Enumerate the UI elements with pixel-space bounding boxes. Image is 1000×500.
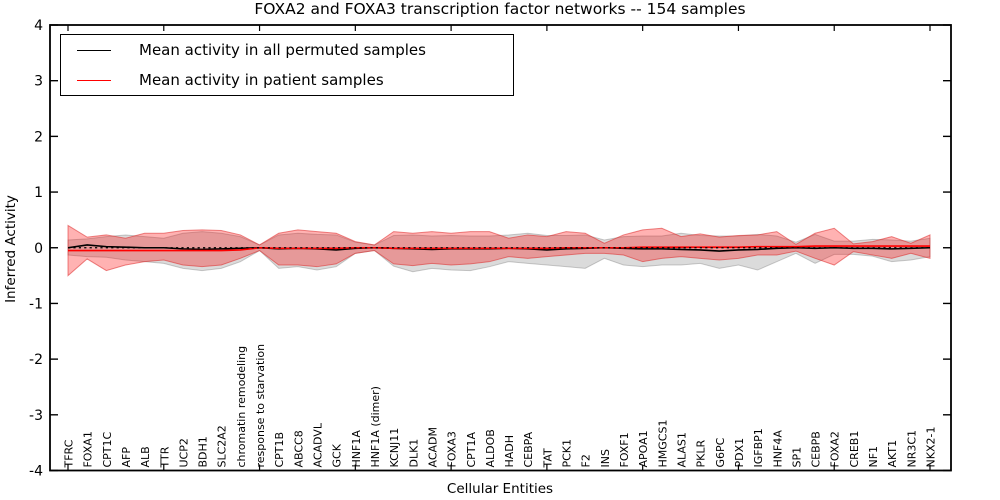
entity-label: PKLR xyxy=(695,440,708,468)
patient-mean-line xyxy=(68,245,930,252)
entity-label: SLC2A2 xyxy=(216,425,229,467)
entity-label: APOA1 xyxy=(637,430,650,467)
y-tick-label: 4 xyxy=(34,18,43,34)
entity-label: TTR xyxy=(158,446,171,468)
entity-label: HNF1A (dimer) xyxy=(369,386,382,467)
entity-label: response to starvation xyxy=(254,344,267,468)
x-axis-label: Cellular Entities xyxy=(446,481,554,497)
entity-label: FOXA1 xyxy=(82,431,95,467)
entity-label: AKT1 xyxy=(886,440,899,468)
entity-label: ACADM xyxy=(426,427,439,468)
y-tick-label: 3 xyxy=(34,74,43,90)
permuted-line-swatch xyxy=(77,49,111,51)
entity-label: CEBPA xyxy=(522,431,535,467)
legend-label: Mean activity in all permuted samples xyxy=(139,41,426,59)
legend-item-patient: Mean activity in patient samples xyxy=(61,66,513,94)
entity-label: PDX1 xyxy=(733,438,746,468)
patient-line-swatch xyxy=(77,79,111,81)
entity-label: HNF1A xyxy=(350,430,363,468)
entity-label: FOXA2 xyxy=(829,431,842,467)
entity-label: AFP xyxy=(120,447,133,468)
entity-label: G6PC xyxy=(714,437,727,467)
entity-label: ACADVL xyxy=(312,422,325,467)
y-tick-label: -3 xyxy=(29,408,43,424)
plot-area-frame xyxy=(49,24,952,472)
entity-label: CEBPB xyxy=(810,431,823,467)
entity-label: HADH xyxy=(503,435,516,468)
entity-label: HNF4A xyxy=(771,430,784,468)
legend-box: Mean activity in all permuted samples Me… xyxy=(60,34,514,96)
patient-samples-std-band xyxy=(67,224,931,277)
entity-label: ALDOB xyxy=(484,429,497,467)
y-tick-label: -4 xyxy=(29,464,43,480)
entity-label: chromatin remodeling xyxy=(235,346,248,468)
entity-label: TFRC xyxy=(63,439,76,468)
entity-label: PCK1 xyxy=(561,439,574,468)
entity-label: CREB1 xyxy=(848,431,861,468)
entity-label: ABCC8 xyxy=(292,430,305,467)
entity-label: SP1 xyxy=(790,447,803,468)
entity-label: NKX2-1 xyxy=(925,427,938,468)
entity-label: IGFBP1 xyxy=(752,428,765,467)
entity-label: TAT xyxy=(541,448,554,469)
entity-label: HMGCS1 xyxy=(656,420,669,468)
entity-label: INS xyxy=(599,449,612,467)
entity-label: UCP2 xyxy=(177,438,190,467)
entity-label: NF1 xyxy=(867,446,880,468)
entity-label: NR3C1 xyxy=(905,430,918,468)
entity-label: BDH1 xyxy=(197,436,210,467)
chart-title: FOXA2 and FOXA3 transcription factor net… xyxy=(254,0,746,18)
y-tick-label: 1 xyxy=(34,185,43,201)
entity-label: CPT1B xyxy=(273,432,286,468)
entity-label: CPT1A xyxy=(465,431,478,467)
entity-label: FOXA3 xyxy=(446,431,459,467)
entity-label: CPT1C xyxy=(101,431,114,467)
y-tick-label: 0 xyxy=(34,241,43,257)
y-axis-label: Inferred Activity xyxy=(3,195,19,303)
y-tick-label: 2 xyxy=(34,129,43,145)
entity-label: GCK xyxy=(331,443,344,467)
y-tick-label: -1 xyxy=(29,296,43,312)
legend-label: Mean activity in patient samples xyxy=(139,71,384,89)
entity-label: FOXF1 xyxy=(618,432,631,467)
entity-label: ALB xyxy=(139,446,152,467)
y-tick-label: -2 xyxy=(29,352,43,368)
entity-label: DLK1 xyxy=(407,439,420,468)
entity-label: ALAS1 xyxy=(675,432,688,467)
entity-label: F2 xyxy=(580,454,593,467)
legend-item-permuted: Mean activity in all permuted samples xyxy=(61,36,513,64)
entity-label: KCNJ11 xyxy=(388,428,401,468)
